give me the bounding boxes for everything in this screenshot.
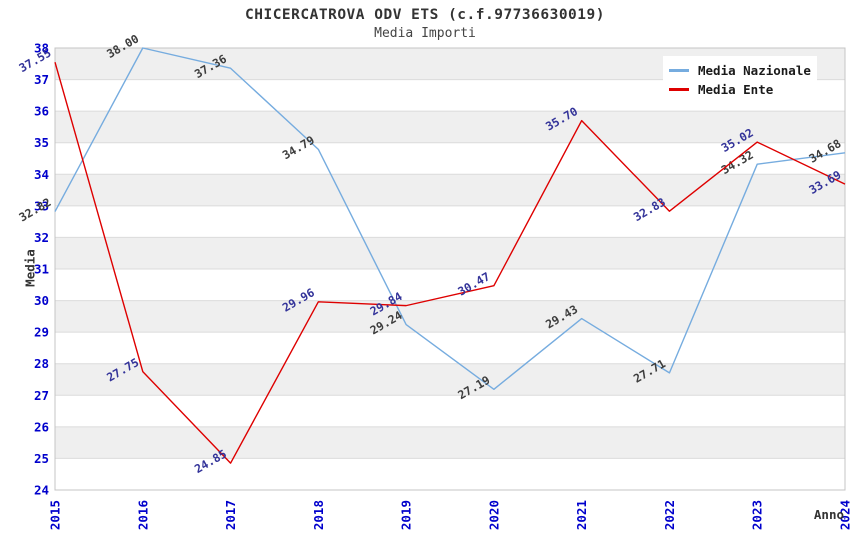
- x-tick-label: 2021: [574, 500, 589, 530]
- grid-band: [55, 111, 845, 143]
- x-tick-label: 2019: [399, 500, 414, 530]
- legend-line-icon-nazionale: [669, 69, 689, 72]
- y-axis-title: Media: [22, 249, 38, 287]
- x-axis-title: Anno: [813, 507, 844, 522]
- legend-item-media-ente: Media Ente: [669, 80, 811, 99]
- legend-label-ente: Media Ente: [698, 82, 774, 97]
- x-tick-label: 2024: [838, 500, 850, 530]
- y-tick-label: 34: [34, 167, 49, 182]
- grid-band: [55, 174, 845, 206]
- x-tick-label: 2023: [750, 500, 765, 530]
- y-tick-label: 26: [34, 419, 49, 434]
- y-tick-label: 35: [34, 135, 49, 150]
- y-tick-label: 24: [34, 483, 49, 498]
- legend-item-media-nazionale: Media Nazionale: [669, 61, 811, 80]
- chart-title: CHICERCATROVA ODV ETS (c.f.97736630019): [245, 7, 605, 23]
- legend-line-icon-ente: [669, 88, 689, 91]
- grid-band: [55, 237, 845, 269]
- legend-label-nazionale: Media Nazionale: [698, 63, 811, 78]
- y-tick-label: 30: [34, 293, 49, 308]
- y-tick-label: 37: [34, 72, 49, 87]
- x-tick-label: 2015: [48, 500, 63, 530]
- grid-band: [55, 363, 845, 396]
- y-tick-label: 31: [34, 262, 49, 277]
- chart-subtitle: Media Importi: [374, 26, 476, 41]
- y-tick-label: 28: [34, 356, 49, 371]
- plot-border: [54, 47, 846, 491]
- x-tick-label: 2022: [662, 500, 677, 530]
- grid-band: [55, 426, 845, 459]
- y-tick-label: 33: [34, 198, 49, 213]
- y-tick-label: 32: [34, 230, 49, 245]
- y-tick-label: 27: [34, 388, 49, 403]
- y-tick-label: 38: [34, 41, 49, 56]
- x-tick-label: 2017: [223, 500, 238, 530]
- legend: Media Nazionale Media Ente: [663, 56, 817, 104]
- x-tick-label: 2018: [311, 500, 326, 530]
- grid-band: [55, 300, 845, 333]
- y-tick-label: 29: [34, 325, 49, 340]
- x-tick-label: 2016: [135, 500, 150, 530]
- point-label-media-ente: 30.47: [455, 269, 492, 298]
- y-tick-label: 25: [34, 451, 49, 466]
- x-tick-label: 2020: [486, 500, 501, 530]
- series-line-media-ente: [54, 62, 846, 464]
- series-line-media-nazionale: [54, 47, 846, 390]
- y-tick-label: 36: [34, 104, 49, 119]
